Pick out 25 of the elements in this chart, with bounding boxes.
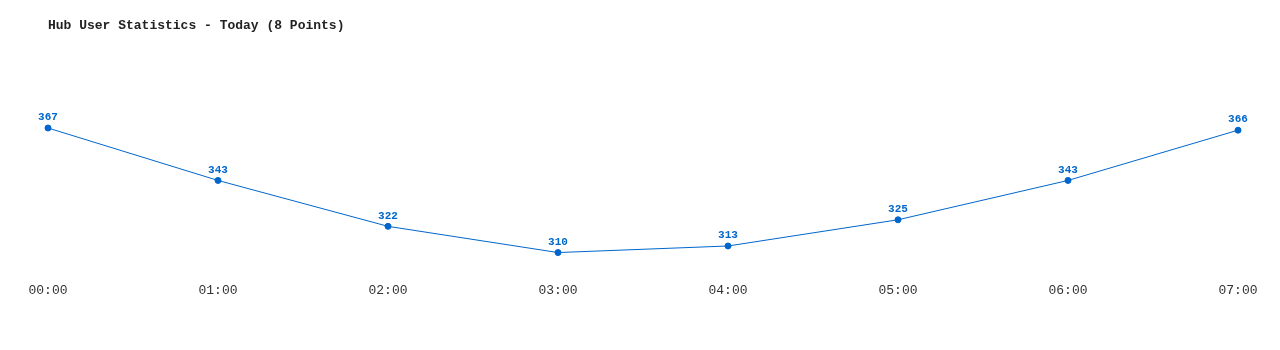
point xyxy=(384,222,392,230)
x-tick-label: 03:00 xyxy=(538,282,578,298)
x-tick-label: 04:00 xyxy=(708,282,748,298)
point xyxy=(554,249,562,257)
data-label: 325 xyxy=(888,203,909,216)
point xyxy=(894,216,902,224)
chart-title: Hub User Statistics - Today (8 Points) xyxy=(48,18,345,34)
x-tick-label: 02:00 xyxy=(368,282,408,298)
x-tick-label: 06:00 xyxy=(1048,282,1088,298)
x-tick-label: 07:00 xyxy=(1218,282,1258,298)
data-label: 367 xyxy=(38,111,58,124)
point xyxy=(214,176,222,184)
data-label: 343 xyxy=(208,163,229,176)
x-tick-label: 01:00 xyxy=(198,282,238,298)
data-label: 366 xyxy=(1228,113,1248,126)
data-label: 343 xyxy=(1058,163,1079,176)
data-label: 313 xyxy=(718,229,739,242)
point xyxy=(1234,126,1242,134)
point xyxy=(44,124,52,132)
x-tick-label: 05:00 xyxy=(878,282,918,298)
data-label: 310 xyxy=(548,235,568,248)
point xyxy=(1064,176,1072,184)
x-tick-label: 00:00 xyxy=(28,282,68,298)
point xyxy=(724,242,732,250)
data-label: 322 xyxy=(378,209,398,222)
